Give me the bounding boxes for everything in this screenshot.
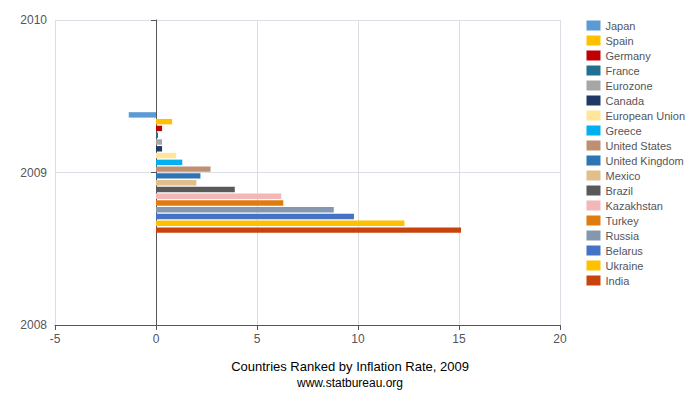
svg-text:Countries Ranked by Inflation: Countries Ranked by Inflation Rate, 2009 — [231, 359, 469, 374]
svg-text:Brazil: Brazil — [605, 185, 633, 197]
svg-text:2010: 2010 — [20, 13, 47, 27]
svg-text:Spain: Spain — [605, 35, 633, 47]
svg-text:Ukraine: Ukraine — [605, 260, 643, 272]
svg-text:10: 10 — [351, 332, 365, 346]
svg-text:Germany: Germany — [605, 50, 651, 62]
svg-text:United States: United States — [605, 140, 672, 152]
svg-text:United Kingdom: United Kingdom — [605, 155, 683, 167]
svg-text:Eurozone: Eurozone — [605, 80, 652, 92]
svg-text:Kazakhstan: Kazakhstan — [605, 200, 662, 212]
svg-text:www.statbureau.org: www.statbureau.org — [296, 376, 403, 390]
svg-text:20: 20 — [553, 332, 567, 346]
svg-text:Mexico: Mexico — [605, 170, 640, 182]
svg-text:Greece: Greece — [605, 125, 641, 137]
svg-text:2008: 2008 — [20, 318, 47, 332]
svg-text:0: 0 — [153, 332, 160, 346]
svg-text:Turkey: Turkey — [605, 215, 639, 227]
svg-text:Russia: Russia — [605, 230, 640, 242]
svg-text:-5: -5 — [50, 332, 61, 346]
svg-text:Japan: Japan — [605, 20, 635, 32]
svg-text:France: France — [605, 65, 639, 77]
svg-text:European Union: European Union — [605, 110, 685, 122]
svg-text:2009: 2009 — [20, 166, 47, 180]
svg-text:Belarus: Belarus — [605, 245, 643, 257]
svg-text:15: 15 — [452, 332, 466, 346]
svg-text:Canada: Canada — [605, 95, 644, 107]
svg-text:5: 5 — [254, 332, 261, 346]
svg-text:India: India — [605, 275, 630, 287]
